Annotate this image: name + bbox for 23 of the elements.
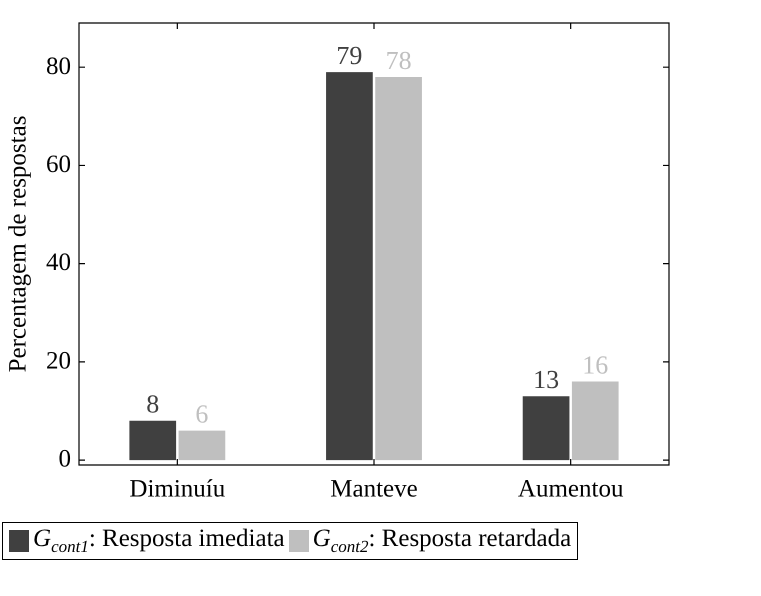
bar [129,420,176,460]
data-label: 78 [386,46,412,75]
x-tick-label: Manteve [330,476,418,503]
bar [522,396,570,460]
x-tick-label: Aumentou [518,476,624,503]
legend-label: G$_{cont2}$: Resposta retardada [312,525,572,557]
data-label: 16 [582,350,608,380]
y-tick-label: 60 [46,150,71,178]
y-tick-label: 80 [46,52,71,80]
y-tick-label: 0 [58,446,71,473]
bar [375,77,422,460]
bar [178,430,226,460]
legend-label: G$_{cont1}$: Resposta imediata [33,525,285,557]
data-label: 6 [195,399,208,428]
data-label: 8 [146,390,160,419]
y-tick-label: 20 [46,347,71,374]
y-axis-title: Percentagem de respostas [4,116,32,372]
x-tick-label: Diminuíu [129,476,226,503]
bar [572,382,619,460]
bar [326,72,373,460]
data-label: 13 [533,365,560,394]
data-label: 79 [336,40,362,70]
y-tick-label: 40 [46,249,71,276]
